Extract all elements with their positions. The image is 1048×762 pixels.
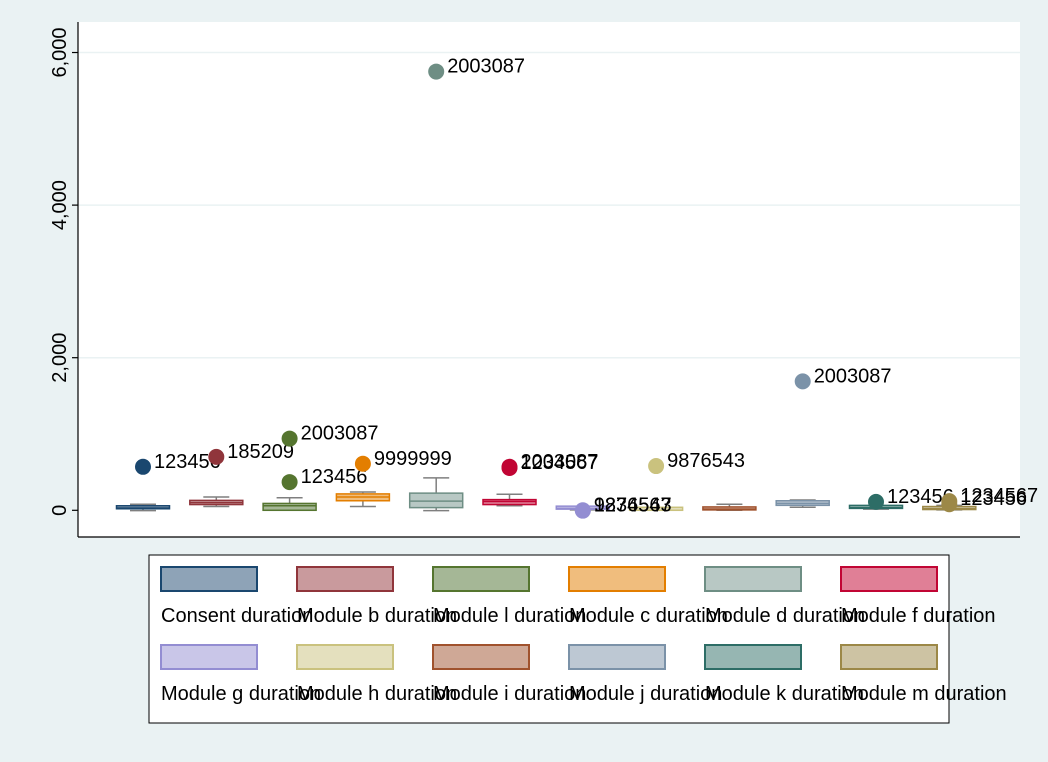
outlier-point	[281, 430, 298, 447]
legend-swatch	[704, 644, 802, 670]
outlier-label: 2003087	[814, 365, 892, 387]
outlier-point	[501, 459, 518, 476]
outlier-label: 2003087	[301, 423, 379, 445]
y-tick-label: 0	[49, 505, 71, 516]
legend-swatch	[432, 566, 530, 592]
legend-label: Module f duration	[841, 605, 996, 627]
box-9	[702, 503, 757, 512]
legend-label: Module l duration	[433, 605, 586, 627]
legend-label: Module d duration	[705, 605, 865, 627]
outlier-label: 2003087	[521, 451, 599, 473]
legend-swatch	[296, 644, 394, 670]
box-rect	[262, 502, 317, 512]
legend-label: Module i duration	[433, 683, 586, 705]
legend-swatch	[432, 644, 530, 670]
legend-swatch	[840, 566, 938, 592]
legend-label: Module c duration	[569, 605, 728, 627]
outlier-point	[354, 455, 371, 472]
plot-area	[78, 22, 1020, 537]
outlier-label: 123456	[301, 466, 368, 488]
outlier-point	[941, 496, 958, 513]
outliers: 123456 185209 2003087 123456 9999999 2003087 2…	[135, 56, 1038, 519]
outlier-point	[428, 63, 445, 80]
y-tick-label: 2,000	[49, 333, 71, 383]
legend-label: Module m duration	[841, 683, 1007, 705]
outlier-label: 9876543	[594, 494, 672, 516]
outlier-label: 185209	[227, 441, 294, 463]
legend-box	[148, 554, 950, 724]
outlier-label: 1234567	[521, 452, 599, 474]
outlier-point	[135, 458, 151, 475]
legend-label: Module k duration	[705, 683, 864, 705]
legend-swatch	[160, 566, 258, 592]
outlier-label: 1234567	[594, 495, 672, 517]
outlier-point	[281, 474, 298, 491]
legend-label: Module j duration	[569, 683, 722, 705]
outlier-label: 9999999	[374, 448, 452, 470]
outlier-label: 123456	[960, 488, 1027, 510]
grid-lines	[78, 51, 1020, 359]
legend-label: Consent duration	[161, 605, 313, 627]
box-3	[262, 496, 317, 512]
box-rect	[408, 492, 464, 509]
legend-label: Module h duration	[297, 683, 457, 705]
outlier-label: 123456	[887, 486, 954, 508]
legend-label: Module g duration	[161, 683, 321, 705]
box-5	[408, 477, 464, 512]
box-4	[335, 491, 391, 508]
y-axis: 0 2,000 4,000 6,000	[49, 27, 78, 516]
outlier-point	[648, 458, 665, 475]
box-8	[628, 506, 684, 512]
outlier-point	[794, 373, 811, 390]
box-10	[775, 499, 830, 508]
outlier-label: 9876543	[667, 450, 745, 472]
legend-swatch	[704, 566, 802, 592]
y-tick-label: 6,000	[49, 27, 71, 77]
box-1	[115, 503, 171, 512]
legend-label: Module b duration	[297, 605, 457, 627]
outlier-label: 123456	[154, 451, 221, 473]
legend-swatch	[840, 644, 938, 670]
y-tick-label: 4,000	[49, 180, 71, 230]
box-2	[189, 496, 244, 508]
outlier-point	[868, 493, 884, 510]
outlier-label: 1234567	[960, 485, 1038, 507]
legend-swatch	[568, 644, 666, 670]
outlier-point	[208, 448, 225, 465]
box-6	[482, 493, 537, 507]
outlier-point	[574, 502, 591, 519]
legend-swatch	[296, 566, 394, 592]
legend-swatch	[160, 644, 258, 670]
legend-swatch	[568, 566, 666, 592]
outlier-label: 2003087	[447, 56, 525, 78]
